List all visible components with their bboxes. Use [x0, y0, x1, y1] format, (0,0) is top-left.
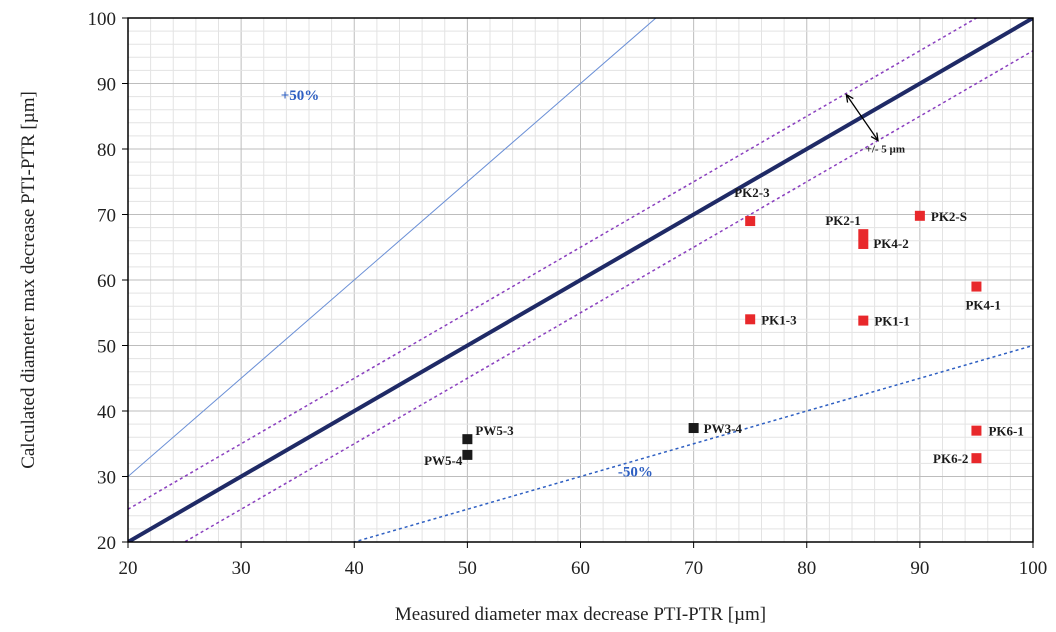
- annotation-band: +/- 5 µm: [866, 143, 906, 155]
- band-arrow-head: [870, 132, 879, 142]
- label-pk4-1: PK4-1: [965, 298, 1000, 313]
- point-pk2-s: [914, 210, 925, 221]
- label-pw5-4: PW5-4: [424, 453, 463, 468]
- label-pk6-1: PK6-1: [988, 424, 1023, 439]
- y-tick-label: 100: [88, 9, 117, 30]
- ref-line-plus5: [128, 18, 978, 510]
- y-tick-label: 60: [97, 271, 116, 292]
- band-arrow-head: [845, 93, 854, 103]
- label-pk1-1: PK1-1: [874, 314, 909, 329]
- band-arrow: [845, 93, 879, 142]
- annotation-plus50: +50%: [281, 88, 320, 104]
- y-tick-label: 30: [97, 468, 116, 489]
- label-pw5-3: PW5-3: [475, 423, 514, 438]
- label-pk2-1: PK2-1: [825, 213, 860, 228]
- point-pk6-2: [971, 453, 982, 464]
- data-points: [462, 210, 982, 464]
- label-pk6-2: PK6-2: [933, 451, 968, 466]
- point-pk1-3: [745, 314, 756, 325]
- x-tick-label: 30: [232, 558, 251, 579]
- x-tick-label: 100: [1019, 558, 1048, 579]
- y-tick-label: 90: [97, 75, 116, 96]
- point-pk2-1: [858, 229, 869, 240]
- point-pk4-1: [971, 281, 982, 292]
- y-tick-label: 40: [97, 402, 116, 423]
- x-axis-ticks: 20 30 40 50 60 70 80 90 100: [119, 542, 1048, 579]
- x-axis-label: Measured diameter max decrease PTI-PTR […: [395, 604, 766, 625]
- x-tick-label: 60: [571, 558, 590, 579]
- y-tick-label: 70: [97, 206, 116, 227]
- grid: [127, 17, 1034, 543]
- y-tick-label: 50: [97, 337, 116, 358]
- label-pk1-3: PK1-3: [761, 312, 797, 327]
- x-tick-label: 50: [458, 558, 477, 579]
- ref-line-identity: [128, 18, 1033, 542]
- point-pk2-3: [745, 216, 756, 227]
- x-tick-label: 70: [684, 558, 703, 579]
- point-pw5-3: [462, 434, 473, 445]
- point-labels: PK2-3 PK2-1 PK4-2 PK2-S PK4-1 PK1-3 PK1-1 PK6-1…: [424, 185, 1024, 468]
- band-arrow-shaft: [845, 94, 879, 141]
- ref-line-minus5: [183, 50, 1033, 542]
- y-tick-label: 20: [97, 533, 116, 554]
- x-tick-label: 40: [345, 558, 364, 579]
- label-pk2-3: PK2-3: [734, 185, 770, 200]
- y-axis-ticks: 20 30 40 50 60 70 80 90 100: [88, 9, 128, 554]
- reference-lines: [128, 18, 1033, 542]
- point-pk1-1: [858, 315, 869, 326]
- x-tick-label: 20: [119, 558, 138, 579]
- label-pk4-2: PK4-2: [873, 236, 908, 251]
- point-pw3-4: [688, 423, 699, 434]
- y-axis-label: Calculated diameter max decrease PTI-PTR…: [18, 91, 39, 469]
- label-pw3-4: PW3-4: [704, 421, 743, 436]
- y-tick-label: 80: [97, 140, 116, 161]
- point-pk6-1: [971, 425, 982, 436]
- x-tick-label: 90: [910, 558, 929, 579]
- x-tick-label: 80: [797, 558, 816, 579]
- point-pw5-4: [462, 449, 473, 460]
- point-pk4-2: [858, 238, 869, 249]
- label-pk2-s: PK2-S: [931, 209, 967, 224]
- annotation-minus50: -50%: [618, 465, 653, 481]
- ref-line-plus50pct: [128, 18, 657, 477]
